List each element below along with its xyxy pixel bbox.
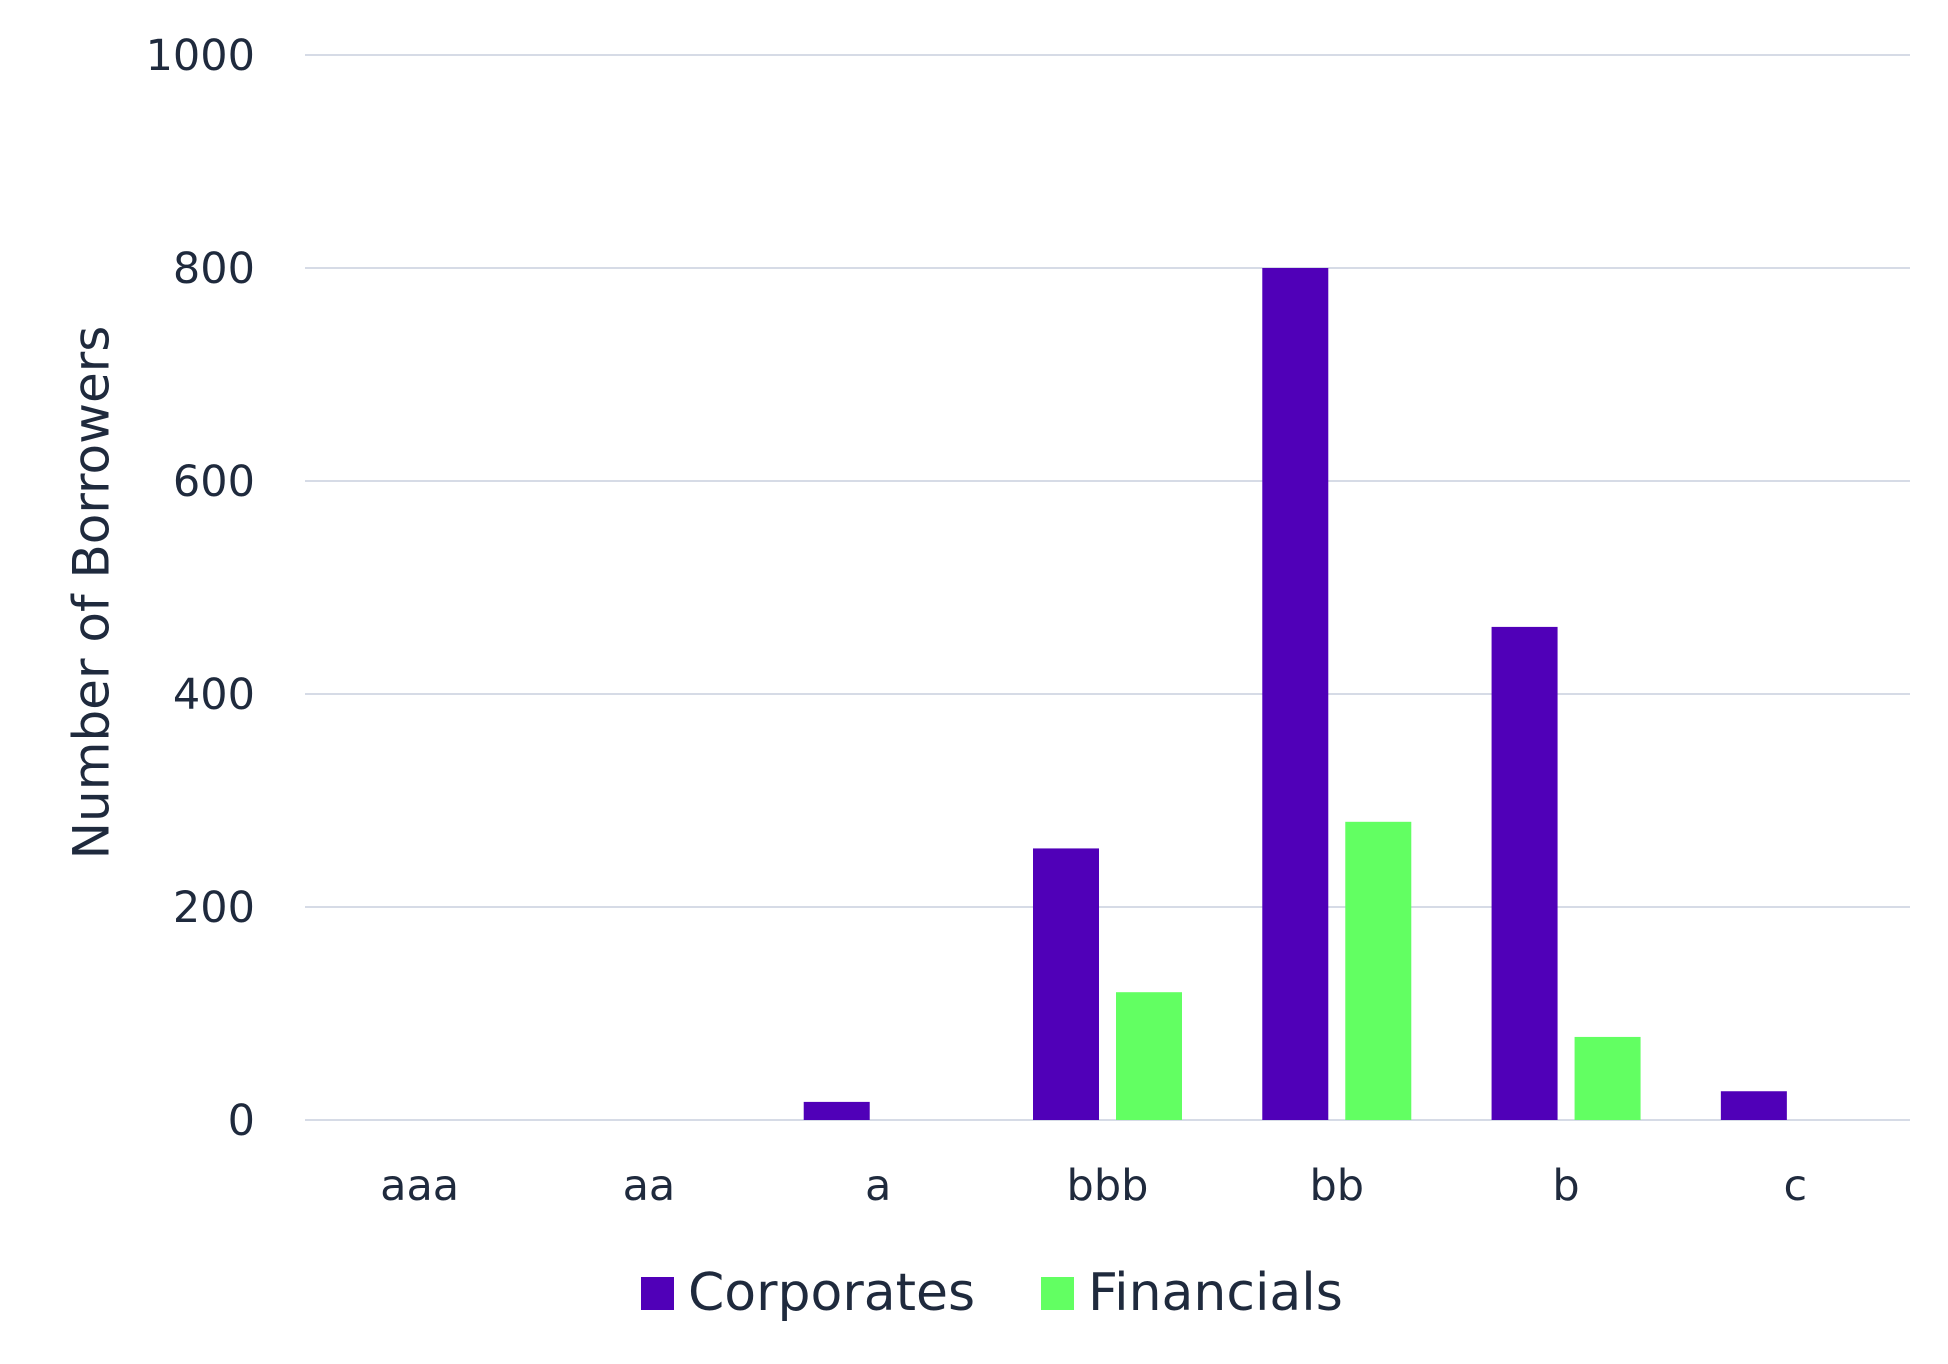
legend-swatch-financials	[1041, 1277, 1074, 1310]
x-tick-label: aaa	[380, 1161, 459, 1211]
y-tick-label: 1000	[146, 31, 255, 81]
legend-label-corporates: Corporates	[688, 1263, 975, 1323]
bar-corporates-b	[1491, 626, 1558, 1120]
y-tick-label: 800	[173, 244, 255, 294]
bar-financials-b	[1574, 1036, 1641, 1120]
y-tick-label: 400	[173, 670, 255, 720]
x-axis-tick-labels: aaa aa a bbb bb b c	[380, 1161, 1807, 1211]
y-axis-title: Number of Borrowers	[63, 326, 121, 860]
legend-label-financials: Financials	[1088, 1263, 1343, 1323]
x-tick-label: c	[1784, 1161, 1808, 1211]
bar-financials-bb	[1345, 821, 1412, 1120]
x-tick-label: bbb	[1067, 1161, 1149, 1211]
gridlines	[305, 54, 1910, 1121]
x-tick-label: a	[865, 1161, 891, 1211]
y-tick-label: 0	[228, 1096, 255, 1146]
bars	[803, 268, 1787, 1120]
x-tick-label: b	[1552, 1161, 1579, 1211]
bar-corporates-bb	[1262, 268, 1329, 1120]
x-tick-label: bb	[1309, 1161, 1364, 1211]
y-tick-label: 200	[173, 883, 255, 933]
bar-financials-bbb	[1116, 992, 1182, 1120]
x-tick-label: aa	[623, 1161, 676, 1211]
bar-corporates-a	[803, 1101, 870, 1120]
y-axis-tick-labels: 0 200 400 600 800 1000	[146, 31, 255, 1146]
bar-corporates-bbb	[1033, 848, 1099, 1120]
bar-corporates-c	[1720, 1091, 1787, 1120]
legend: Corporates Financials	[641, 1263, 1343, 1323]
y-tick-label: 600	[173, 457, 255, 507]
legend-swatch-corporates	[641, 1277, 674, 1310]
